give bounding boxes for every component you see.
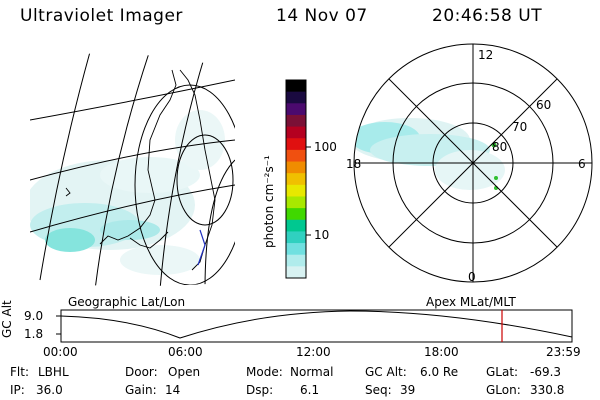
colorbar-cell <box>286 219 306 232</box>
colorbar-cell <box>286 126 306 139</box>
geographic-map <box>30 53 235 287</box>
seq-label: Seq: <box>365 383 392 397</box>
colorbar-cell <box>286 80 306 93</box>
alt-xtick: 06:00 <box>168 345 203 359</box>
colorbar-unit-label: photon cm⁻²s⁻¹ <box>262 155 276 248</box>
alt-xtick: 00:00 <box>43 345 78 359</box>
mlt-label-18: 18 <box>346 157 362 171</box>
colorbar-cell <box>286 114 306 128</box>
glon-label: GLon: <box>486 383 521 397</box>
dsp-value: 6.1 <box>300 383 320 397</box>
colorbar-tick-100: 100 <box>314 140 337 154</box>
colorbar-cell <box>286 103 306 116</box>
gcalt-label: GC Alt: <box>365 365 407 379</box>
door-value: Open <box>168 365 201 379</box>
gain-value: 14 <box>165 383 181 397</box>
lat-label-80: 80 <box>492 140 508 154</box>
colorbar-cell <box>286 173 306 186</box>
flt-value: LBHL <box>38 365 69 379</box>
ip-value: 36.0 <box>36 383 63 397</box>
alt-xtick: 23:59 <box>546 345 581 359</box>
lat-label-70: 70 <box>512 120 528 134</box>
mlt-label-0: 0 <box>468 270 476 284</box>
mlt-label-6: 6 <box>578 157 586 171</box>
colorbar-cell <box>286 91 306 104</box>
lat-label-60: 60 <box>536 98 552 112</box>
left-map-caption: Geographic Lat/Lon <box>68 295 186 309</box>
time-label: 20:46:58 UT <box>432 6 543 26</box>
colorbar-cell <box>286 161 306 174</box>
alt-ytick-high: 9.0 <box>24 309 44 323</box>
altitude-plot <box>56 309 573 343</box>
flt-label: Flt: <box>10 365 29 379</box>
ip-label: IP: <box>10 383 25 397</box>
alt-xtick: 18:00 <box>424 345 459 359</box>
colorbar-cell <box>286 208 306 221</box>
date-label: 14 Nov 07 <box>276 6 368 26</box>
colorbar-cell <box>286 184 306 197</box>
colorbar <box>285 79 311 279</box>
colorbar-cell <box>286 266 306 279</box>
alt-ylabel: GC Alt <box>0 300 14 338</box>
door-label: Door: <box>125 365 158 379</box>
mlt-label-12: 12 <box>478 48 494 62</box>
colorbar-cell <box>286 138 306 151</box>
aurora-emission-left <box>30 110 225 275</box>
colorbar-cell <box>286 243 306 256</box>
glat-label: GLat: <box>486 365 519 379</box>
alt-ytick-low: 1.8 <box>24 327 44 341</box>
seq-value: 39 <box>400 383 416 397</box>
mode-value: Normal <box>290 365 334 379</box>
polar-map <box>353 43 593 283</box>
right-map-caption: Apex MLat/MLT <box>426 295 516 309</box>
aurora-emission-right <box>354 118 505 190</box>
app-title: Ultraviolet Imager <box>20 6 183 26</box>
colorbar-cell <box>286 149 306 163</box>
glat-value: -69.3 <box>530 365 562 379</box>
alt-xtick: 12:00 <box>296 345 331 359</box>
gcalt-value: 6.0 Re <box>420 365 459 379</box>
glon-value: 330.8 <box>530 383 565 397</box>
colorbar-tick-10: 10 <box>314 228 330 242</box>
gain-label: Gain: <box>125 383 157 397</box>
colorbar-cell <box>286 254 306 267</box>
mode-label: Mode: <box>246 365 283 379</box>
colorbar-cell <box>286 196 306 209</box>
dsp-label: Dsp: <box>246 383 274 397</box>
colorbar-cell <box>286 231 306 244</box>
